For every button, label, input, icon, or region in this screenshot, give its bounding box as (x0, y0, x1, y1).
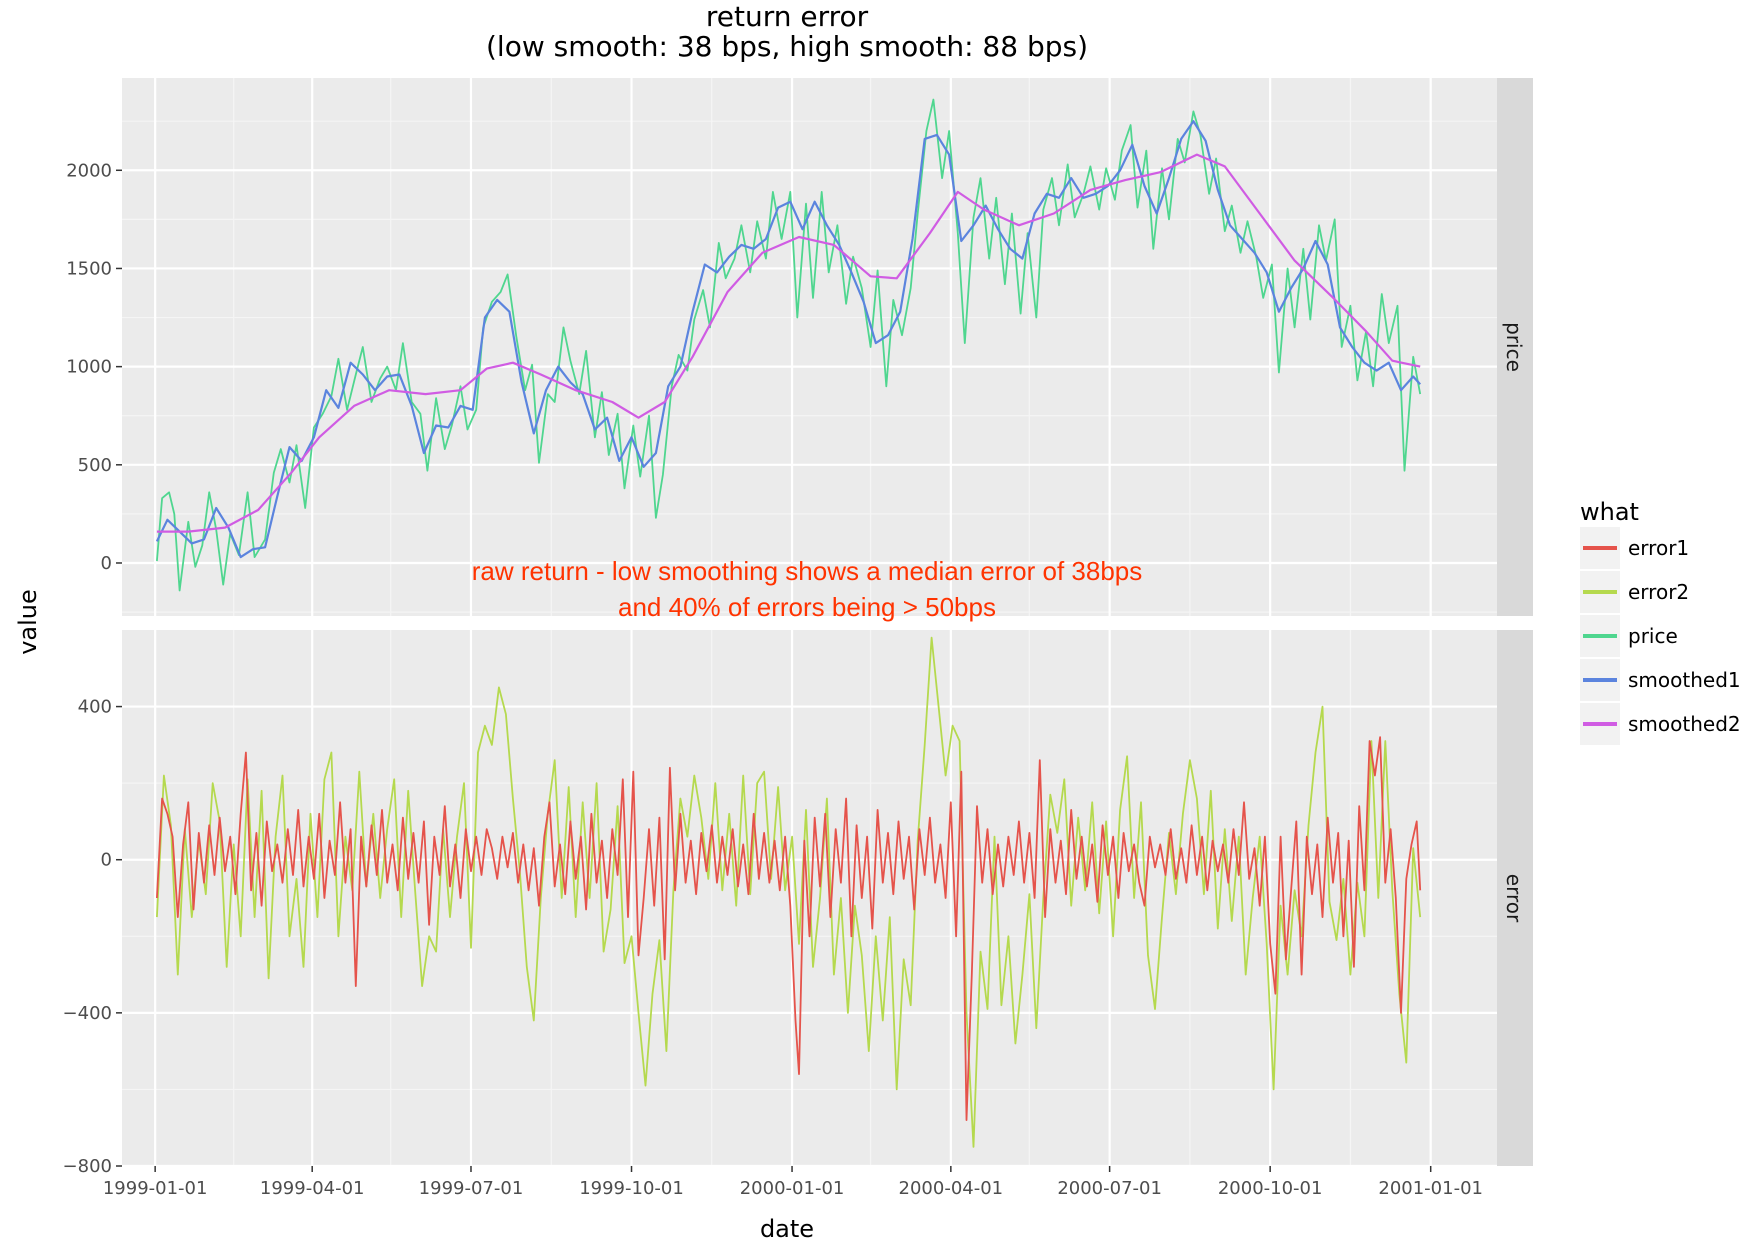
legend-label-error1: error1 (1628, 536, 1689, 560)
y-tick-label: 0 (101, 850, 112, 871)
y-tick-label: 1500 (66, 258, 112, 279)
legend-label-error2: error2 (1628, 580, 1689, 604)
legend-label-smoothed1: smoothed1 (1628, 668, 1741, 692)
x-tick-label: 1999-10-01 (579, 1178, 684, 1199)
panel-background-price (122, 78, 1497, 616)
x-tick-label: 1999-01-01 (103, 1178, 208, 1199)
series-line-error1 (156, 736, 1422, 1121)
y-tick-label: 1000 (66, 357, 112, 378)
x-tick-label: 1999-07-01 (419, 1178, 524, 1199)
panel-error: error −800 −400 0 400 (63, 630, 1533, 1177)
x-tick-label: 1999-04-01 (260, 1178, 365, 1199)
series-line-smoothed1 (155, 120, 1422, 559)
x-axis-title: date (760, 1215, 814, 1243)
series-group-error (156, 636, 1422, 1148)
x-tick-label: 2000-04-01 (899, 1178, 1004, 1199)
y-tick-label: −400 (63, 1003, 112, 1024)
annotation-line-1: raw return - low smoothing shows a media… (472, 556, 1143, 586)
strip-label-price: price (1502, 322, 1526, 372)
legend-label-price: price (1628, 624, 1678, 648)
x-tick-label: 2000-10-01 (1218, 1178, 1323, 1199)
strip-background-price (1497, 78, 1533, 616)
y-tick-label: 400 (78, 697, 112, 718)
y-tick-label: −800 (63, 1156, 112, 1177)
chart-subtitle: (low smooth: 38 bps, high smooth: 88 bps… (486, 30, 1088, 63)
y-tick-label: 0 (101, 553, 112, 574)
strip-background-error (1497, 630, 1533, 1166)
y-tick-label: 2000 (66, 160, 112, 181)
grid-price (122, 78, 1497, 616)
x-tick-label: 2000-01-01 (740, 1178, 845, 1199)
y-axis-error: −800 −400 0 400 (63, 697, 122, 1177)
y-tick-label: 500 (78, 455, 112, 476)
series-line-price (156, 98, 1422, 592)
x-axis: 1999-01-01 1999-04-01 1999-07-01 1999-10-01… (103, 1166, 1483, 1199)
chart-title: return error (706, 0, 869, 33)
panel-price: price 0 500 1000 1500 2000 (66, 78, 1533, 616)
strip-label-error: error (1502, 874, 1526, 923)
legend-title: what (1580, 498, 1639, 526)
y-axis-title: value (14, 589, 42, 655)
legend: what error1 error2 price smoothed1 smoothed2 (1580, 498, 1741, 745)
x-tick-label: 2000-07-01 (1057, 1178, 1162, 1199)
annotation-line-2: and 40% of errors being > 50bps (618, 592, 996, 622)
y-axis-price: 0 500 1000 1500 2000 (66, 160, 122, 574)
series-line-smoothed2 (156, 153, 1421, 533)
annotation: raw return - low smoothing shows a media… (472, 556, 1143, 622)
series-group-price (155, 98, 1422, 592)
legend-label-smoothed2: smoothed2 (1628, 712, 1741, 736)
x-tick-label: 2001-01-01 (1378, 1178, 1483, 1199)
